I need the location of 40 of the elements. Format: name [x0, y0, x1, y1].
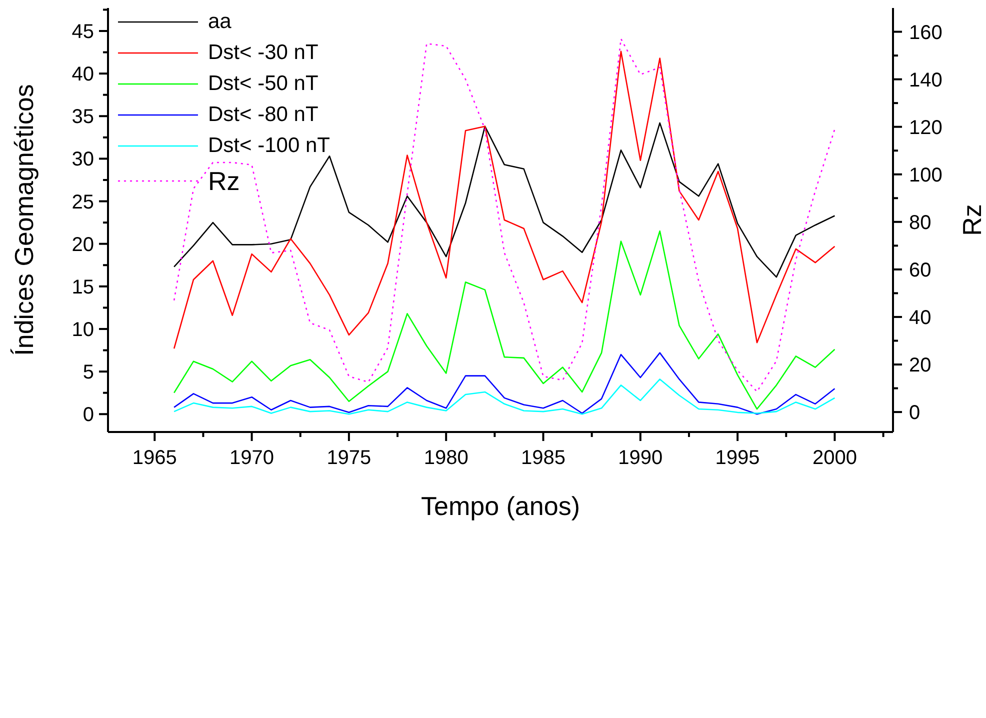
legend-label: Rz [208, 166, 240, 196]
legend-label: Dst< -100 nT [208, 134, 330, 158]
x-tick-label: 1985 [520, 447, 566, 469]
x-axis-title: Tempo (anos) [421, 491, 580, 521]
x-tick-label: 1980 [424, 447, 468, 469]
line-series [173, 378, 836, 415]
y-tick-label: 0 [82, 404, 94, 426]
y-tick-label: 25 [72, 191, 94, 214]
x-tick-label: 2000 [812, 447, 857, 469]
x-tick-label: 1990 [618, 447, 663, 469]
legend-label: Dst< -80 nT [208, 102, 318, 126]
y-tick-label: 30 [72, 148, 94, 171]
x-tick-label: 1995 [715, 447, 760, 469]
line-series [173, 122, 836, 278]
legend-label: Dst< -50 nT [208, 72, 318, 96]
y2-tick-label: 40 [909, 306, 932, 329]
y2-tick-label: 120 [909, 116, 942, 139]
y2-tick-label: 80 [909, 212, 932, 234]
y-tick-label: 40 [72, 64, 94, 86]
y2-tick-label: 20 [909, 354, 932, 376]
y2-tick-label: 160 [909, 22, 942, 44]
y2-tick-label: 100 [909, 164, 942, 186]
x-tick-label: 1975 [326, 447, 372, 469]
y2-axis-title: Rz [957, 204, 986, 236]
y-tick-label: 5 [82, 362, 94, 384]
y-tick-label: 20 [72, 234, 94, 256]
y2-tick-label: 140 [909, 69, 942, 92]
y2-tick-label: 0 [909, 402, 920, 424]
legend-label: Dst< -30 nT [208, 40, 318, 64]
line-series [173, 230, 836, 410]
y-tick-label: 35 [72, 106, 94, 128]
y-tick-label: 45 [72, 20, 94, 43]
line-series [173, 352, 836, 415]
legend-label: aa [208, 10, 232, 34]
x-tick-label: 1965 [132, 447, 177, 469]
y2-tick-label: 60 [909, 259, 932, 282]
y-tick-label: 10 [72, 318, 94, 341]
x-tick-label: 1970 [230, 447, 274, 469]
y-axis-title: Índices Geomagnéticos [9, 84, 40, 356]
y-tick-label: 15 [72, 276, 94, 298]
